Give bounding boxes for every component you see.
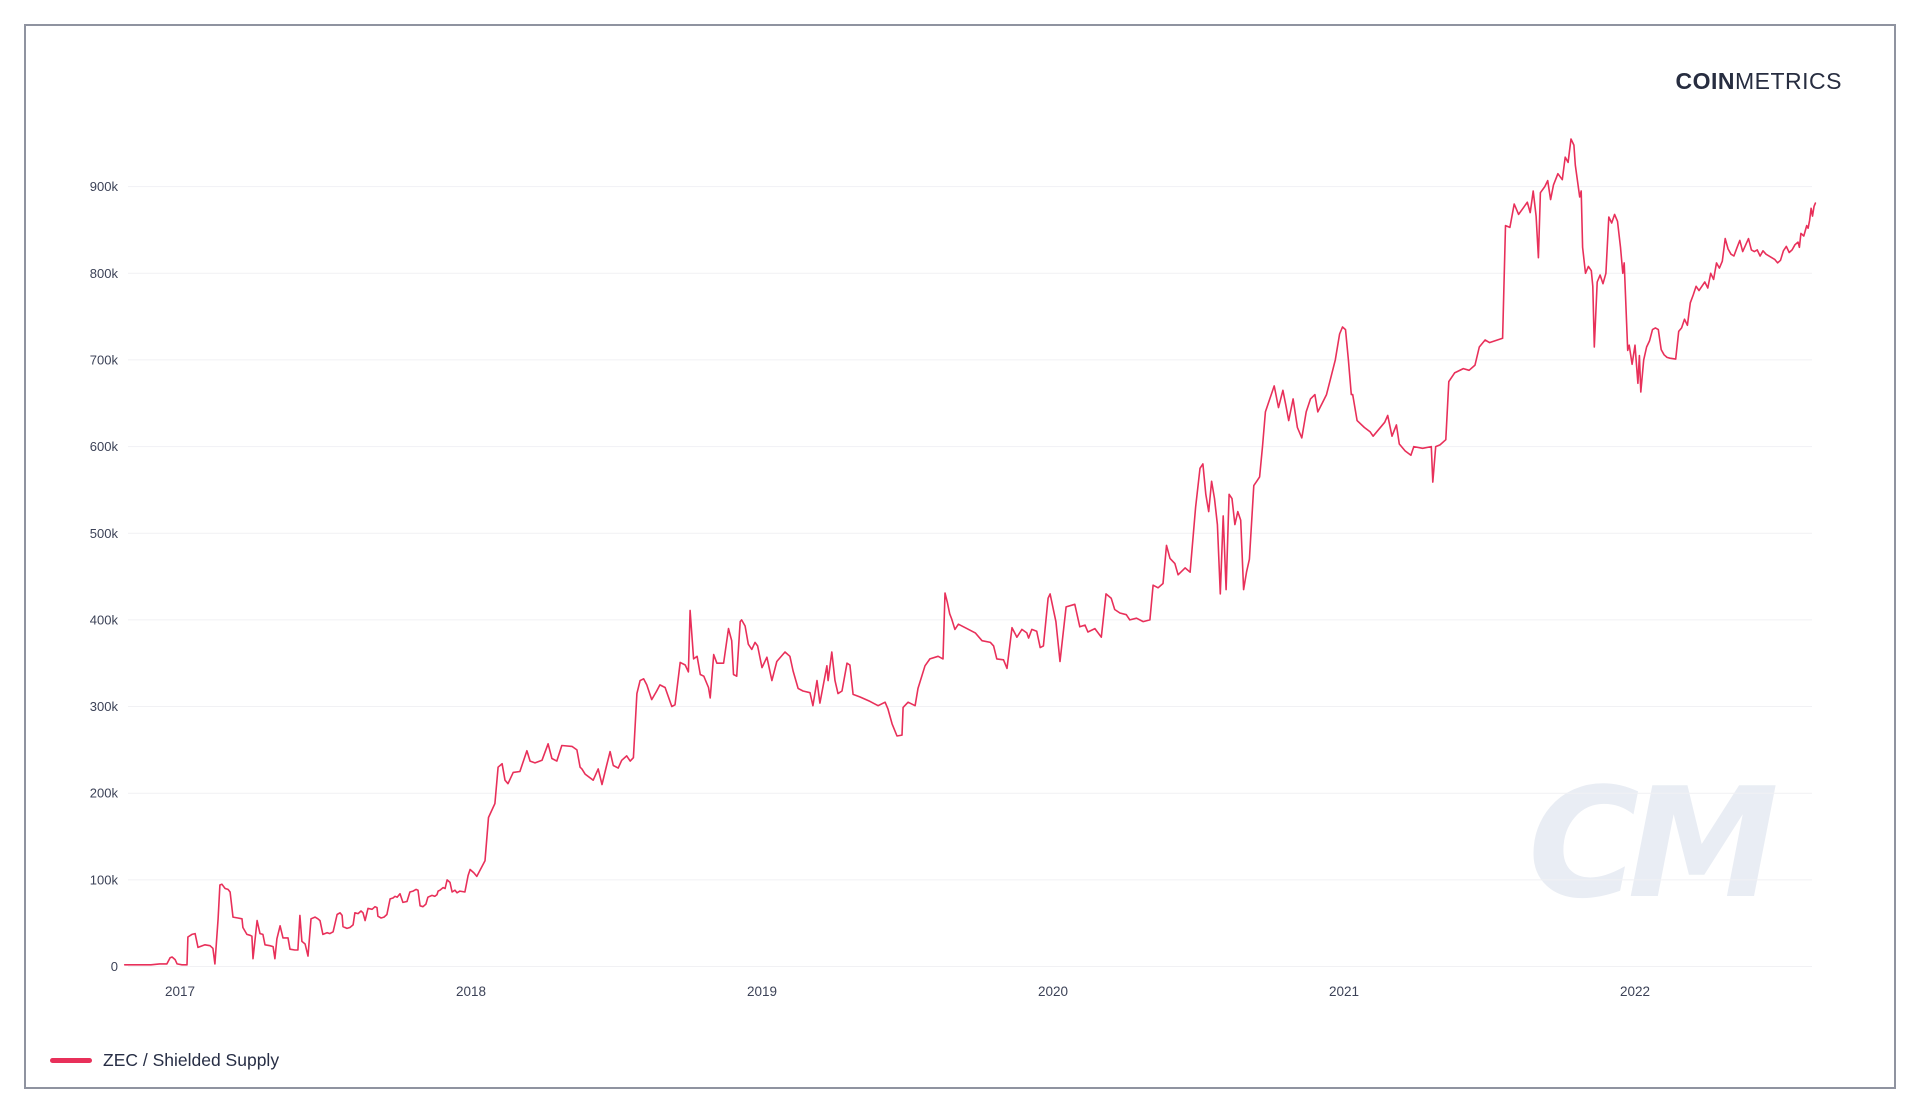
y-tick-label: 800k xyxy=(90,266,119,281)
y-tick-label: 500k xyxy=(90,526,119,541)
y-tick-label: 0 xyxy=(111,959,118,974)
logo-coin-text: COIN xyxy=(1675,68,1735,94)
x-tick-label: 2017 xyxy=(165,984,195,999)
coinmetrics-logo: COINMETRICS xyxy=(1676,70,1843,93)
x-tick-label: 2022 xyxy=(1620,984,1650,999)
y-tick-label: 300k xyxy=(90,699,119,714)
legend-label: ZEC / Shielded Supply xyxy=(103,1050,280,1070)
chart-frame: COINMETRICS CM xyxy=(24,24,1896,1089)
y-tick-label: 700k xyxy=(90,352,119,367)
x-tick-label: 2020 xyxy=(1038,984,1068,999)
x-tick-label: 2018 xyxy=(456,984,486,999)
y-tick-label: 100k xyxy=(90,872,119,887)
y-tick-label: 200k xyxy=(90,786,119,801)
series-line-zec-shielded-supply xyxy=(123,138,1817,966)
logo-metrics-text: METRICS xyxy=(1735,68,1842,94)
y-tick-label: 900k xyxy=(90,179,119,194)
legend: ZEC / Shielded Supply xyxy=(50,1050,279,1071)
x-tick-label: 2019 xyxy=(747,984,777,999)
legend-item-zec-shielded-supply[interactable]: ZEC / Shielded Supply xyxy=(50,1050,279,1071)
legend-line-swatch xyxy=(50,1058,92,1063)
y-tick-label: 400k xyxy=(90,612,119,627)
x-tick-label: 2021 xyxy=(1329,984,1359,999)
y-tick-label: 600k xyxy=(90,439,119,454)
